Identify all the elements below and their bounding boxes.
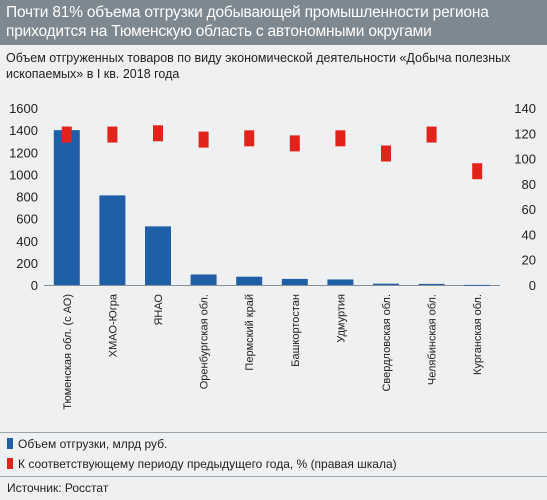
bar — [373, 283, 399, 285]
legend-label-markers: К соответствующему периоду предыдущего г… — [18, 457, 397, 471]
y-right-tick-label: 100 — [514, 152, 536, 167]
bar — [418, 283, 445, 285]
marker-point — [426, 126, 437, 143]
chart-subtitle: Объем отгруженных товаров по виду эконом… — [6, 51, 511, 81]
marker-point — [198, 131, 209, 148]
y-left-tick-label: 1400 — [9, 123, 38, 138]
x-tick-label: Оренбургская обл. — [199, 294, 211, 389]
y-left-tick-label: 600 — [16, 212, 38, 227]
bar — [281, 278, 308, 285]
y-left-tick-label: 800 — [16, 190, 38, 205]
bar — [236, 276, 263, 285]
x-tick-label: ЯНАО — [153, 294, 165, 326]
x-tick-label: Башкортостан — [290, 294, 302, 367]
marker-point — [153, 125, 163, 142]
marker-point — [381, 145, 391, 162]
source-note: Источник: Росстат — [7, 481, 109, 495]
bar — [327, 279, 354, 285]
marker-point — [472, 163, 483, 180]
bar — [145, 226, 171, 285]
y-right-tick-label: 140 — [514, 101, 536, 116]
legend-swatch-bars — [7, 438, 13, 449]
y-left-tick-label: 1200 — [9, 145, 38, 160]
y-right-tick-label: 60 — [522, 202, 536, 217]
y-left-tick-label: 200 — [16, 256, 38, 271]
legend-label-bars: Объем отгрузки, млрд руб. — [18, 437, 168, 451]
x-tick-label: Курганская обл. — [472, 294, 484, 375]
marker-point — [61, 126, 72, 143]
legend-swatch-markers — [7, 458, 13, 469]
y-right-tick-label: 80 — [522, 177, 536, 192]
y-left-tick-label: 1600 — [9, 101, 38, 116]
marker-point — [335, 130, 346, 147]
x-tick-label: Удмуртия — [335, 294, 347, 343]
bar — [190, 274, 217, 285]
y-right-tick-label: 20 — [522, 253, 536, 268]
y-left-tick-label: 1000 — [9, 167, 38, 182]
bar — [53, 130, 80, 285]
x-tick-label: Челябинская обл. — [427, 294, 439, 385]
marker-point — [107, 126, 118, 143]
x-tick-label: ХМАО-Югра — [107, 293, 119, 357]
x-tick-label: Пермский край — [244, 294, 256, 371]
legend-item-markers: К соответствующему периоду предыдущего г… — [7, 457, 397, 471]
legend-divider — [0, 432, 547, 433]
marker-point — [244, 130, 255, 147]
x-tick-label: Свердловская обл. — [381, 294, 393, 392]
title-banner: Почти 81% объема отгрузки добывающей про… — [0, 0, 547, 45]
y-right-tick-label: 0 — [529, 278, 536, 293]
y-left-tick-label: 0 — [31, 278, 38, 293]
chart-plot: 0 200 400 600 800 1000 1200 1400 1600 0 20 40 60 80 10… — [9, 101, 536, 410]
y-left-tick-label: 400 — [16, 234, 38, 249]
legend-item-bars: Объем отгрузки, млрд руб. — [7, 437, 167, 451]
source-divider — [0, 476, 547, 477]
y-right-tick-label: 120 — [514, 126, 536, 141]
chart-title: Почти 81% объема отгрузки добывающей про… — [6, 4, 489, 40]
bar — [99, 195, 126, 285]
y-right-tick-label: 40 — [522, 227, 536, 242]
marker-point — [289, 135, 300, 152]
x-tick-label: Тюменская обл. (с АО) — [62, 294, 74, 410]
bar — [464, 284, 491, 286]
